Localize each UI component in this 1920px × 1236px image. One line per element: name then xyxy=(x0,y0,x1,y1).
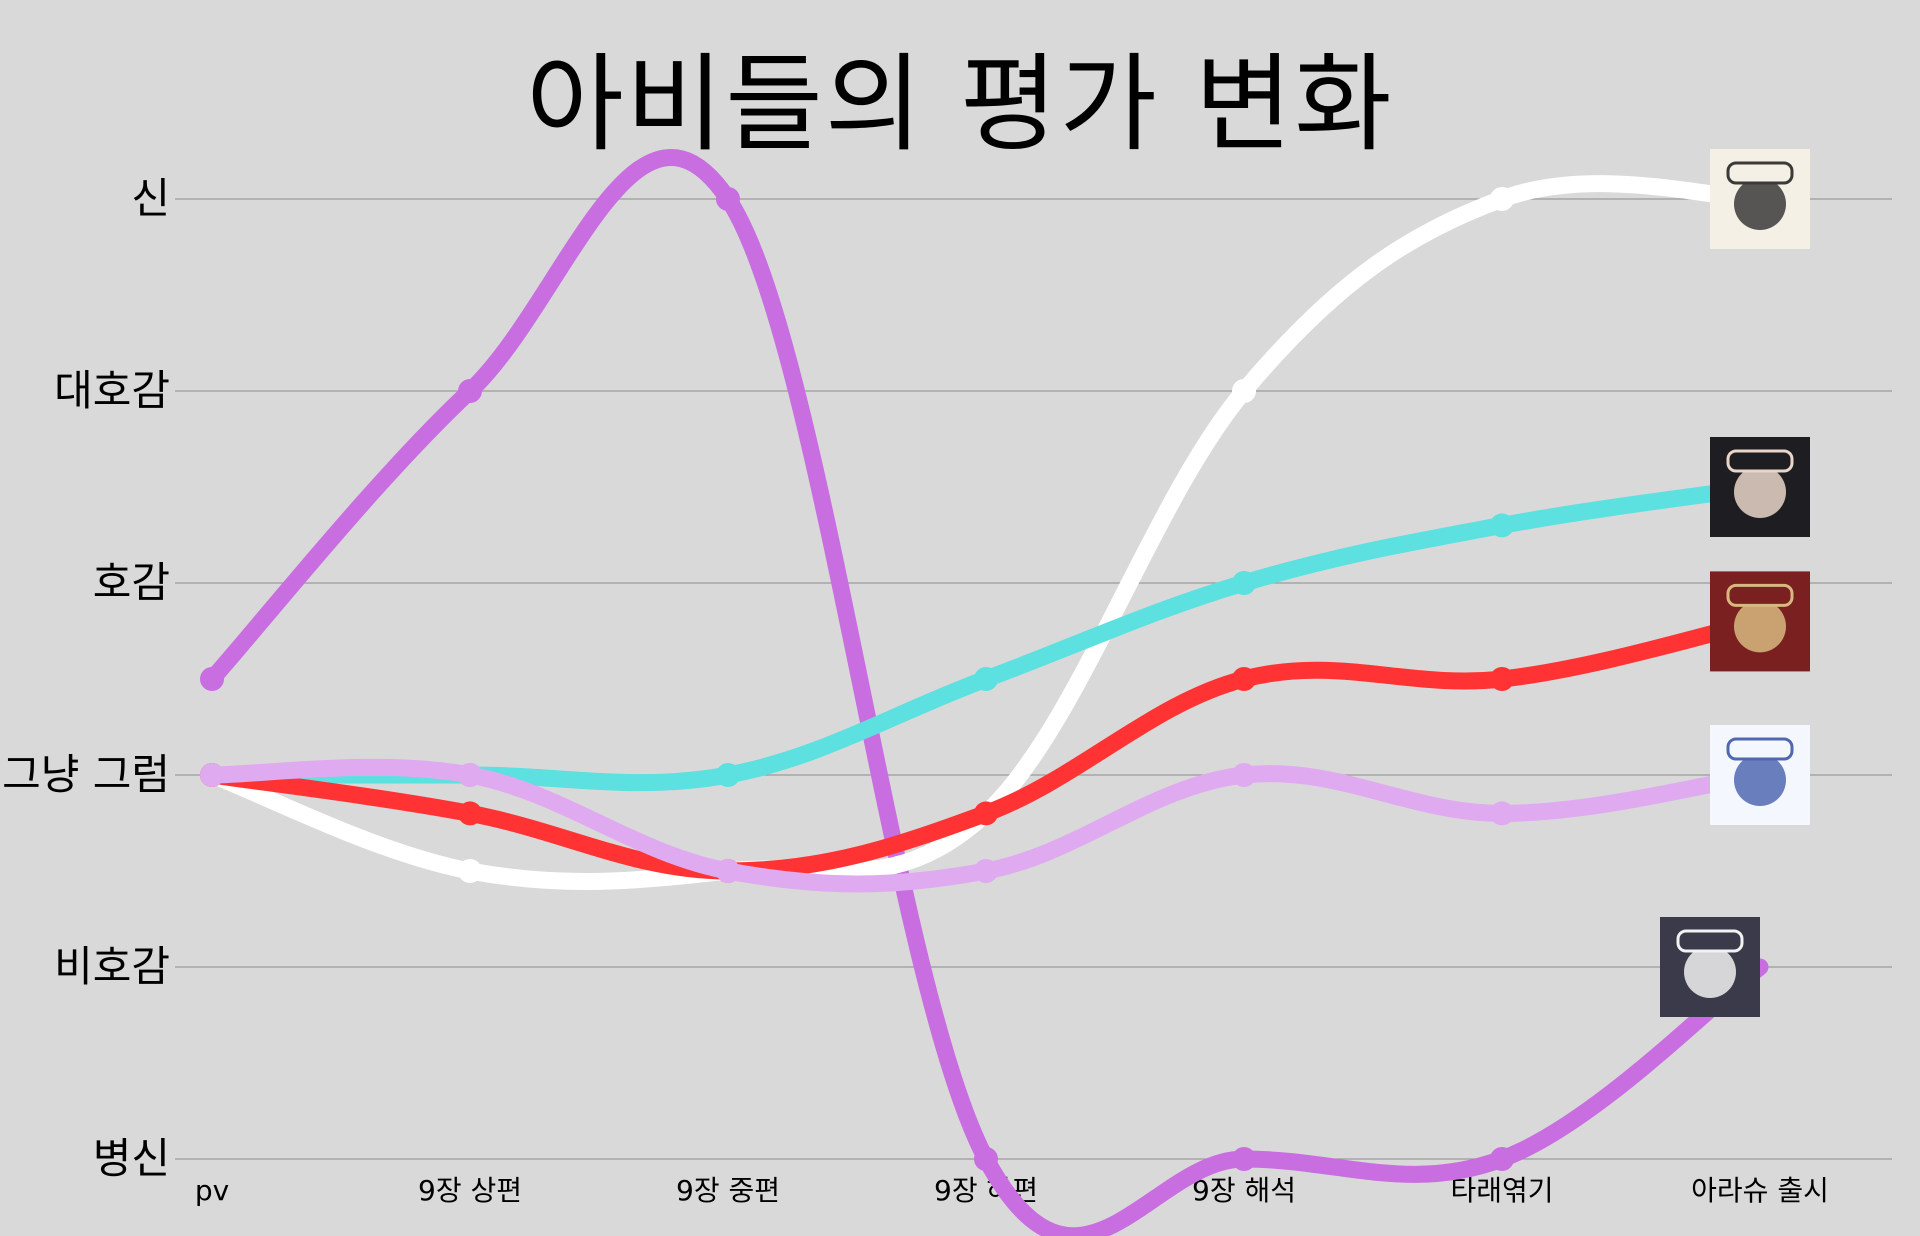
data-point xyxy=(716,187,740,211)
data-point xyxy=(458,801,482,826)
y-tick-label: 대호감 xyxy=(54,366,170,415)
data-point xyxy=(974,859,998,883)
data-point xyxy=(1490,667,1514,691)
y-axis-labels: 병신 비호감 그냥 그럼 호감 대호감 신 xyxy=(2,174,170,1183)
hooded-character-icon xyxy=(1710,725,1810,825)
data-point xyxy=(1232,1147,1256,1171)
data-point xyxy=(974,1147,998,1171)
chart-title: 아비들의 평가 변화 xyxy=(526,43,1394,166)
goggles-character-icon xyxy=(1710,149,1810,249)
grid-lines xyxy=(175,198,1892,1160)
dark-hair-character-icon xyxy=(1710,437,1810,537)
series-line xyxy=(203,478,1769,792)
series-line xyxy=(203,149,1769,1236)
y-tick-label: 병신 xyxy=(93,1134,170,1183)
x-tick-label: 아라슈 출시 xyxy=(1691,1174,1829,1207)
data-point xyxy=(1232,571,1256,595)
data-point xyxy=(200,667,224,691)
masked-character-icon xyxy=(1660,917,1760,1017)
data-point xyxy=(716,763,740,787)
data-point xyxy=(1490,801,1514,826)
series-line xyxy=(203,612,1769,880)
y-tick-label: 비호감 xyxy=(54,942,170,991)
red-hat-character-icon xyxy=(1710,571,1810,672)
y-tick-label: 신 xyxy=(131,174,170,223)
data-point xyxy=(974,667,998,691)
data-point xyxy=(458,859,482,883)
x-tick-label: 9장 해석 xyxy=(1192,1174,1296,1207)
x-axis-labels: pv 9장 상편 9장 중편 9장 하편 9장 해석 타래엮기 아라슈 출시 xyxy=(195,1174,1829,1207)
data-point xyxy=(200,763,224,787)
x-tick-label: 타래엮기 xyxy=(1450,1174,1553,1207)
data-point xyxy=(1490,1147,1514,1171)
y-tick-label: 그냥 그럼 xyxy=(2,750,170,799)
series-lines xyxy=(200,149,1769,1236)
data-point xyxy=(458,763,482,787)
data-point xyxy=(1232,763,1256,787)
data-point xyxy=(1232,667,1256,691)
x-tick-label: 9장 상편 xyxy=(418,1174,522,1207)
data-point xyxy=(974,801,998,826)
x-tick-label: pv xyxy=(195,1174,229,1207)
data-point xyxy=(1490,513,1514,538)
data-point xyxy=(716,859,740,883)
data-point xyxy=(458,379,482,403)
data-point xyxy=(1490,187,1514,211)
x-tick-label: 9장 중편 xyxy=(676,1174,780,1207)
data-point xyxy=(1232,379,1256,403)
y-tick-label: 호감 xyxy=(93,558,170,607)
character-icons xyxy=(1660,149,1810,1017)
